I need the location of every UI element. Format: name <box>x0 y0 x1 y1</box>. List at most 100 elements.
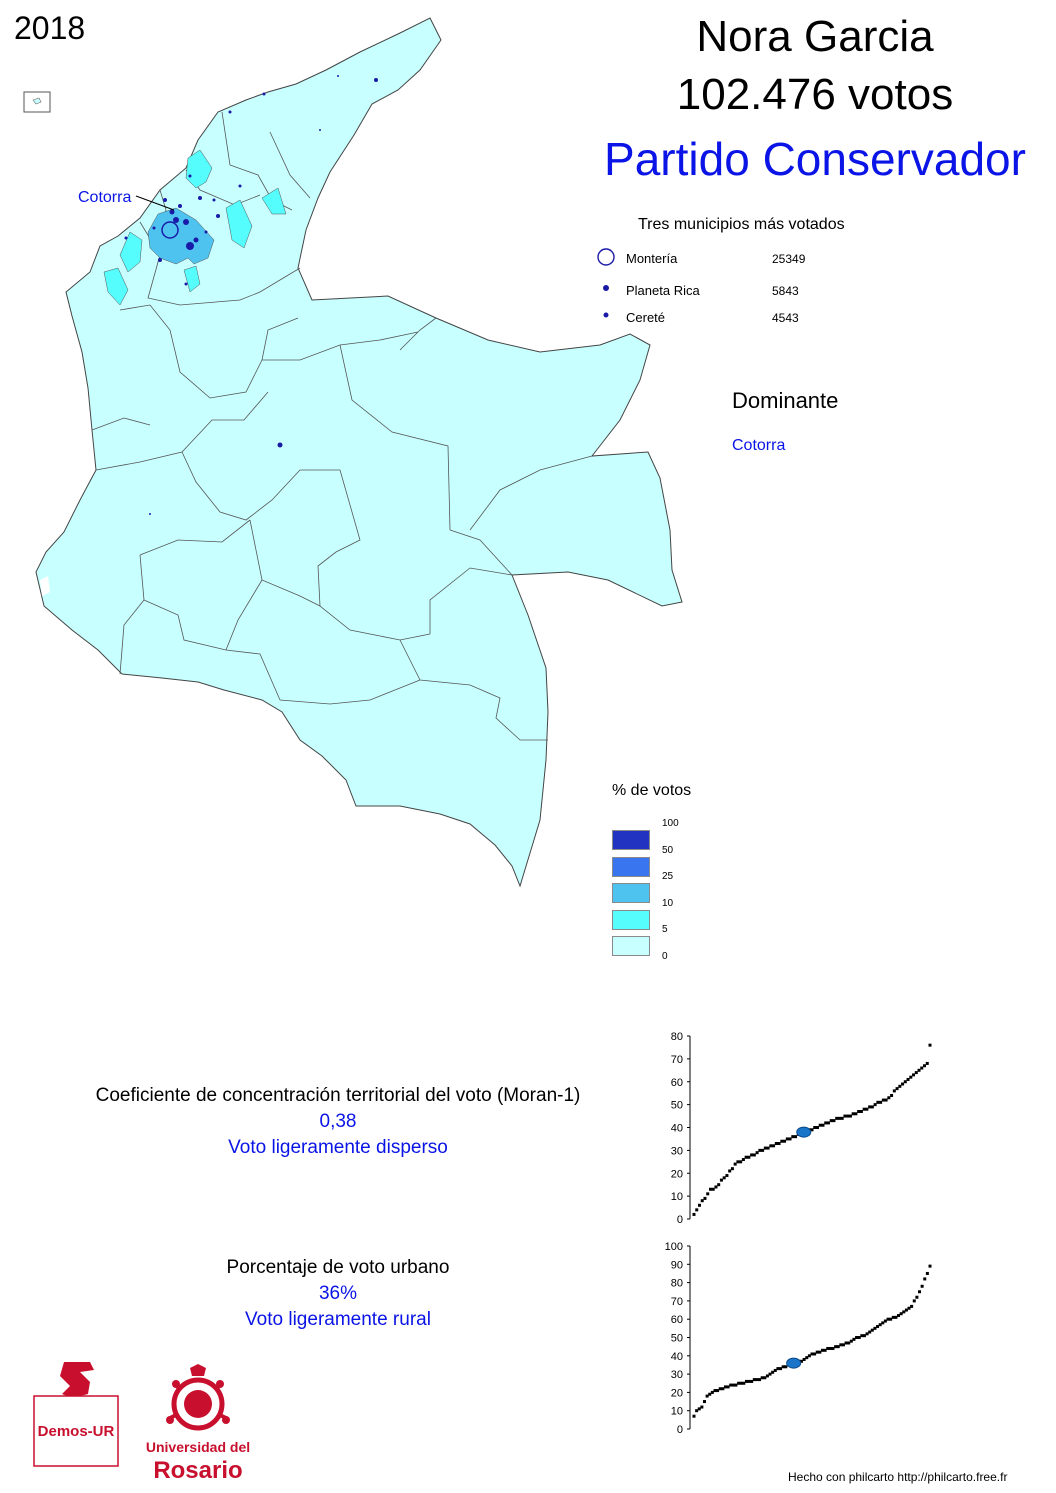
data-point <box>859 1109 863 1113</box>
data-point <box>780 1139 784 1143</box>
data-point <box>909 1075 913 1079</box>
data-point <box>706 1192 710 1196</box>
legend-label: 50 <box>662 844 674 856</box>
y-tick-label: 80 <box>671 1031 683 1043</box>
data-point <box>739 1381 743 1385</box>
data-point <box>726 1385 730 1389</box>
data-point <box>907 1306 911 1310</box>
data-point <box>835 1116 839 1120</box>
data-point <box>777 1142 781 1146</box>
data-point <box>920 1066 924 1070</box>
municipality-dots <box>124 75 378 515</box>
data-point <box>884 1098 888 1102</box>
y-tick-label: 20 <box>671 1168 683 1180</box>
data-point <box>705 1394 709 1398</box>
data-point <box>918 1290 922 1294</box>
data-point <box>886 1317 890 1321</box>
data-point <box>837 1116 841 1120</box>
dot-icon <box>603 312 609 318</box>
urban-value: 36% <box>318 1283 358 1304</box>
data-point <box>824 1121 828 1125</box>
legend-swatch <box>612 856 650 877</box>
data-point <box>772 1144 776 1148</box>
year-label: 2018 <box>14 10 86 46</box>
data-point <box>783 1139 787 1143</box>
data-point <box>829 1119 833 1123</box>
moran-value: 0,38 <box>319 1111 357 1132</box>
data-point <box>901 1082 905 1086</box>
data-point <box>708 1187 712 1191</box>
urban-interpretation: Voto ligeramente rural <box>245 1309 431 1330</box>
top-municipality-value: 5843 <box>772 284 799 298</box>
data-point <box>744 1155 748 1159</box>
y-tick-label: 30 <box>671 1369 683 1381</box>
data-point <box>912 1073 916 1077</box>
data-point <box>914 1071 918 1075</box>
zone-10-b <box>119 231 143 273</box>
data-point <box>818 1123 822 1127</box>
data-point <box>730 1167 734 1171</box>
data-point <box>873 1326 877 1330</box>
data-point <box>881 1321 885 1325</box>
data-point <box>890 1093 894 1097</box>
data-point <box>760 1376 764 1380</box>
data-point <box>851 1112 855 1116</box>
data-point <box>910 1304 914 1308</box>
data-point <box>823 1348 827 1352</box>
top-municipality-name: Planeta Rica <box>626 283 700 298</box>
data-point <box>714 1185 718 1189</box>
data-point <box>928 1043 932 1047</box>
data-point <box>902 1310 906 1314</box>
data-point <box>710 1390 714 1394</box>
data-point <box>898 1084 902 1088</box>
data-point <box>813 1126 817 1129</box>
data-point <box>868 1330 872 1334</box>
data-point <box>912 1299 916 1303</box>
data-point <box>904 1308 908 1312</box>
candidate-party: Partido Conservador <box>604 133 1026 185</box>
data-point <box>899 1312 903 1316</box>
data-point <box>785 1137 789 1141</box>
data-point <box>695 1208 699 1212</box>
data-point <box>868 1105 872 1109</box>
data-point <box>771 1370 775 1374</box>
data-point <box>873 1103 877 1107</box>
data-point <box>794 1135 798 1139</box>
data-point <box>768 1372 772 1376</box>
top-municipality-row: Planeta Rica 5843 <box>596 280 836 300</box>
data-point <box>828 1346 832 1350</box>
data-point <box>692 1414 696 1418</box>
y-tick-label: 80 <box>671 1278 683 1290</box>
data-point <box>870 1105 874 1109</box>
monteria-symbol <box>161 221 179 239</box>
cotorra-leader <box>135 195 175 211</box>
colombia-map: Cotorra <box>23 17 683 888</box>
y-tick-label: 40 <box>671 1123 683 1135</box>
highlight-marker <box>796 1126 812 1138</box>
department-borders <box>91 111 593 741</box>
moran-title: Coeficiente de concentración territorial… <box>95 1085 581 1106</box>
top-municipalities-title: Tres municipios más votados <box>638 216 845 233</box>
data-point <box>784 1365 788 1369</box>
data-point <box>847 1341 851 1345</box>
data-point <box>692 1212 696 1216</box>
data-point <box>826 1121 830 1125</box>
data-point <box>719 1178 723 1182</box>
data-point <box>695 1409 699 1413</box>
data-point <box>729 1383 733 1387</box>
top-municipality-value: 25349 <box>772 252 806 266</box>
data-point <box>917 1068 921 1072</box>
data-point <box>848 1114 852 1118</box>
data-point <box>923 1064 927 1068</box>
moran-block: Coeficiente de concentración territorial… <box>60 1085 616 1159</box>
highlight-marker <box>786 1357 802 1369</box>
data-point <box>708 1392 712 1396</box>
data-point <box>807 1354 811 1358</box>
top-municipality-name: Montería <box>626 251 678 266</box>
data-point <box>779 1367 783 1371</box>
data-point <box>763 1146 767 1150</box>
zone-10-a <box>185 149 213 189</box>
y-tick-label: 30 <box>671 1145 683 1157</box>
data-point <box>810 1352 814 1356</box>
data-point <box>925 1271 929 1275</box>
